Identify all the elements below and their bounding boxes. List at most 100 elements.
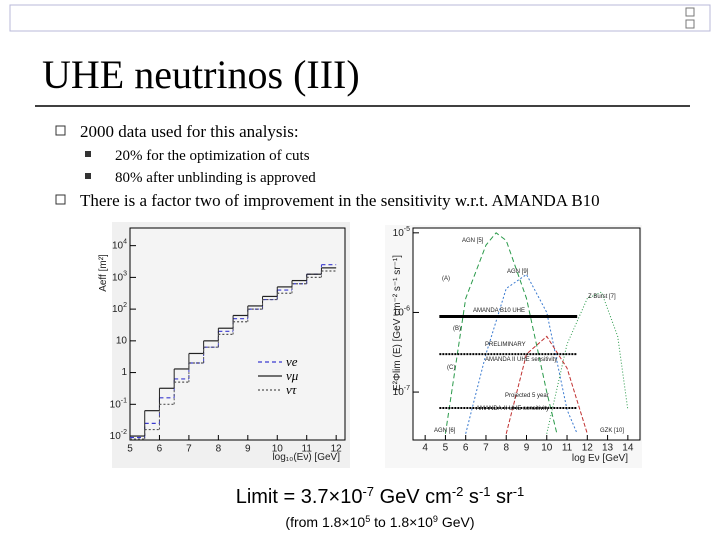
tick-label: 6 (157, 444, 163, 455)
superscript: 5 (365, 514, 370, 524)
plot-body (130, 264, 337, 440)
tick-label: 10-6 (393, 306, 410, 318)
text-part: GeV cm (374, 486, 452, 508)
tick-label: 10 (116, 335, 128, 346)
bullet-text: 2000 data used for this analysis: (80, 122, 299, 141)
sub-bullet-text: 80% after unblinding is approved (115, 170, 316, 186)
tick-label: 10 (272, 444, 284, 455)
text-part: to 1.8×10 (370, 514, 433, 530)
tick-label: 10-7 (393, 385, 410, 397)
tick-exponent: -2 (121, 429, 127, 436)
annotation: PRELIMINARY (485, 342, 526, 348)
legend-label: νe (286, 354, 298, 369)
tick-base: 10 (112, 304, 124, 315)
sub-bullet-text: 20% for the optimization of cuts (115, 148, 310, 164)
limit-text: Limit = 3.7×10-7 GeV cm-2 s-1 sr-1 (236, 484, 525, 509)
superscript: -1 (513, 484, 525, 499)
tick-label: 10 (541, 443, 553, 454)
tick-label: 11 (562, 443, 573, 454)
tick-base: 10 (393, 227, 405, 238)
tick-base: 10 (112, 240, 124, 251)
tick-label: 14 (622, 443, 634, 454)
text-part: GeV) (438, 514, 475, 530)
y-axis-label: E²Φlim (E) [GeV cm⁻² s⁻¹ sr⁻¹] (392, 255, 403, 391)
bullet (55, 125, 66, 136)
tick-label: 11 (302, 444, 313, 455)
annotation: Z Burst [7] (588, 294, 616, 300)
tick-label: 102 (112, 302, 127, 314)
tick-exponent: -5 (404, 226, 410, 233)
tick-label: 7 (186, 444, 192, 455)
corner-box (685, 7, 695, 17)
bullet (55, 194, 66, 205)
tick-base: 10 (112, 272, 124, 283)
tick-label: 7 (483, 443, 489, 454)
text-part: s (463, 486, 479, 508)
flux-curve (505, 335, 588, 434)
flux-curve (444, 232, 558, 434)
y-axis-label: Aeff [m²] (98, 254, 109, 292)
text-part: (from 1.8×10 (285, 514, 365, 530)
tick-exponent: 3 (123, 271, 127, 278)
tick-label: 8 (503, 443, 509, 454)
tick-exponent: -1 (121, 398, 127, 405)
superscript: -1 (479, 484, 491, 499)
plot-frame (412, 227, 641, 441)
tick-label: 4 (422, 443, 428, 454)
annotation: AGN [9] (507, 269, 529, 275)
superscript: -7 (362, 484, 374, 499)
annotation: AMANDA B10 UHE (473, 308, 525, 314)
plot-frame (129, 227, 346, 441)
annotation: AMANDA-II UHE sensitivity (476, 406, 549, 412)
superscript: 9 (433, 514, 438, 524)
tick-exponent: 4 (123, 239, 127, 246)
tick-base: 10 (110, 431, 122, 442)
tick-label: 10-2 (110, 429, 127, 441)
sub-bullet (85, 173, 91, 179)
tick-label: 12 (331, 444, 343, 455)
legend-label: νμ (286, 368, 299, 383)
tick-exponent: -6 (404, 306, 410, 313)
flux-curve (465, 273, 578, 434)
tick-label: 5 (443, 443, 449, 454)
corner-box (685, 19, 695, 29)
annotation: (B) (453, 326, 461, 332)
x-axis-label: log₁₀(Eν) [GeV] (272, 452, 340, 463)
tick-label: 104 (112, 239, 127, 251)
annotation: GZK [10] (600, 428, 624, 434)
tick-label: 1 (121, 367, 127, 378)
x-axis-label: log Eν [GeV] (572, 453, 628, 464)
annotation: (C) (447, 365, 455, 371)
effective-area-plot: 5 6 7 8 9 10 11 1210-210-1110102103104log₁₀(Eν)… (98, 227, 346, 463)
annotation: (A) (442, 276, 450, 282)
text-part: sr (491, 486, 514, 508)
range-text: (from 1.8×105 to 1.8×109 GeV) (285, 514, 474, 530)
tick-exponent: -7 (404, 385, 410, 392)
tick-label: 6 (463, 443, 469, 454)
tick-label: 5 (127, 444, 133, 455)
annotation: Projected 5 year (505, 393, 549, 399)
slide-title: UHE neutrinos (III) (42, 52, 360, 97)
tick-label: 13 (602, 443, 614, 454)
superscript: -2 (452, 484, 464, 499)
tick-label: 8 (216, 444, 222, 455)
tick-label: 9 (524, 443, 530, 454)
flux-curve (546, 291, 629, 434)
tick-base: 10 (110, 399, 122, 410)
tick-label: 10-5 (393, 226, 410, 238)
top-frame (9, 4, 711, 32)
legend-label: ντ (286, 382, 298, 397)
tick-label: 12 (582, 443, 594, 454)
bullet-text: There is a factor two of improvement in … (80, 191, 600, 210)
tick-label: 10-1 (110, 398, 127, 410)
text-part: Limit = 3.7×10 (236, 486, 363, 508)
tick-label: 9 (245, 444, 251, 455)
tick-exponent: 2 (123, 302, 127, 309)
tick-base: 10 (393, 307, 405, 318)
plot-body (439, 232, 629, 434)
annotation: AGN [6] (434, 428, 456, 434)
tick-label: 103 (112, 271, 127, 283)
sub-bullet (85, 151, 91, 157)
